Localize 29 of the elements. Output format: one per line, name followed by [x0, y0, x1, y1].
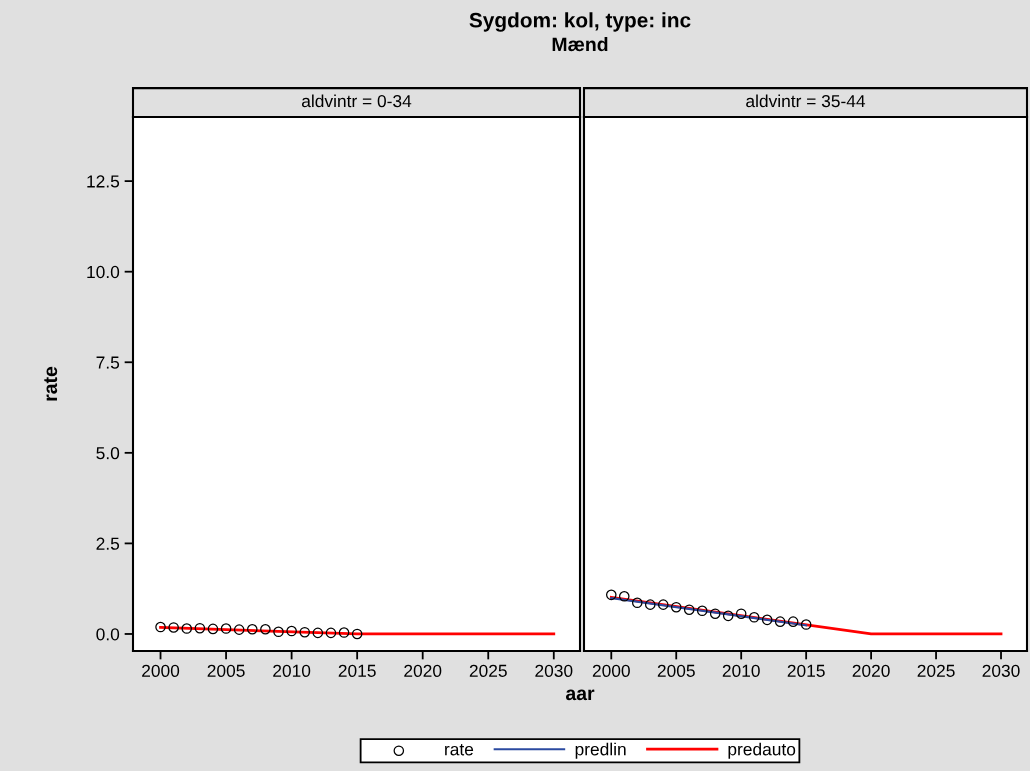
chart-subtitle: Mænd: [552, 36, 608, 52]
x-tick-label: 2020: [404, 664, 442, 677]
y-tick-label: 7.5: [96, 356, 120, 369]
x-tick-label: 2030: [535, 664, 573, 677]
y-tick-label: 2.5: [96, 537, 120, 550]
x-tick-label: 2010: [273, 664, 311, 677]
y-tick-label: 0.0: [96, 628, 120, 641]
legend-label: predauto: [728, 742, 796, 759]
x-tick-label: 2010: [722, 664, 760, 677]
x-tick-label: 2000: [592, 664, 630, 677]
y-tick-label: 12.5: [87, 175, 120, 188]
y-axis-title: rate: [44, 366, 58, 401]
legend-label: predlin: [575, 742, 626, 759]
text: aldvintr = 0-34: [301, 94, 412, 108]
text: aldvintr = 35-44: [746, 94, 866, 108]
x-tick-label: 2015: [787, 664, 825, 677]
y-tick-label: 5.0: [96, 447, 120, 460]
y-tick-label: 10.0: [87, 265, 120, 279]
x-tick-label: 2020: [852, 664, 890, 677]
x-tick-label: 2030: [982, 664, 1020, 677]
legend-label: rate: [445, 744, 474, 756]
x-tick-label: 2000: [142, 664, 180, 677]
chart-title: Sygdom: kol, type: inc: [469, 12, 691, 32]
x-axis-title: aar: [565, 689, 595, 701]
x-tick-label: 2005: [207, 664, 245, 677]
x-tick-label: 2025: [917, 664, 955, 677]
x-tick-label: 2025: [469, 664, 507, 677]
x-tick-label: 2015: [338, 664, 376, 677]
x-tick-label: 2005: [657, 664, 695, 677]
